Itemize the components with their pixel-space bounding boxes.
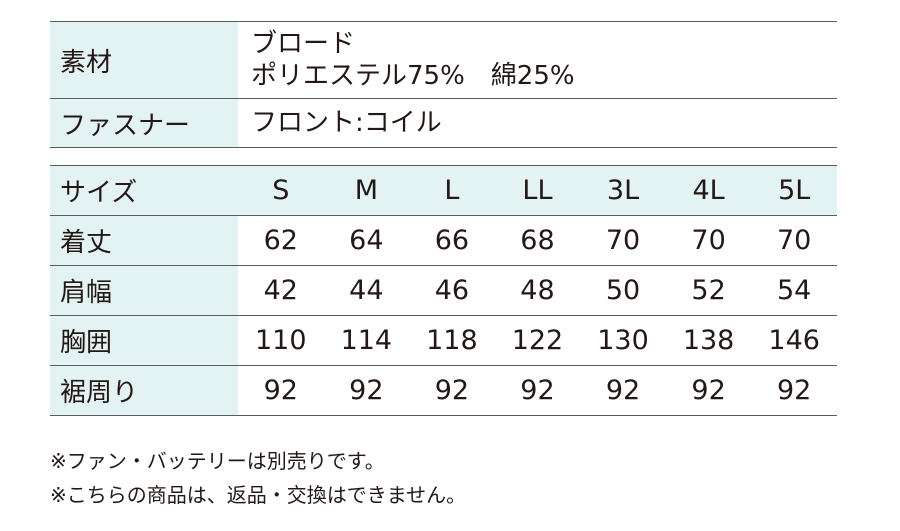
material-line: ポリエステル75% 綿25%: [251, 61, 575, 91]
size-header-cell: 3L: [580, 165, 666, 216]
note-line: ※ファン・バッテリーは別売りです。: [50, 449, 385, 473]
size-value-cell: 70: [665, 215, 752, 266]
size-value-cell: 46: [409, 265, 495, 316]
size-value-cell: 130: [580, 315, 666, 366]
size-value-cell: 92: [751, 365, 837, 416]
size-header-cell: LL: [494, 165, 581, 216]
size-value-cell: 92: [494, 365, 581, 416]
size-value-cell: 114: [323, 315, 410, 366]
material-label: 素材: [50, 21, 238, 99]
size-value-cell: 54: [751, 265, 837, 316]
size-header-cell: M: [323, 165, 410, 216]
size-value-cell: 110: [238, 315, 324, 366]
notes: ※ファン・バッテリーは別売りです。 ※こちらの商品は、返品・交換はできません。: [50, 444, 466, 512]
size-value-cell: 138: [665, 315, 752, 366]
size-value-cell: 62: [238, 215, 324, 266]
size-value-cell: 92: [580, 365, 666, 416]
size-row-chest: 胸囲 110 114 118 122 130 138 146: [50, 315, 837, 366]
row-label: 胸囲: [50, 315, 238, 366]
row-label: 裾周り: [50, 365, 238, 416]
size-value-cell: 44: [323, 265, 410, 316]
size-value-cell: 50: [580, 265, 666, 316]
size-value-cell: 70: [751, 215, 837, 266]
size-value-cell: 146: [751, 315, 837, 366]
size-chart-table: サイズ S M L LL 3L 4L 5L 着丈 62 64 66 68 70 …: [50, 165, 837, 416]
size-value-cell: 52: [665, 265, 752, 316]
size-header-cell: L: [409, 165, 495, 216]
size-value-cell: 122: [494, 315, 581, 366]
size-row-shoulder: 肩幅 42 44 46 48 50 52 54: [50, 265, 837, 316]
size-value-cell: 70: [580, 215, 666, 266]
size-value-cell: 92: [665, 365, 752, 416]
size-header-cell: S: [238, 165, 324, 216]
size-value-cell: 92: [238, 365, 324, 416]
size-value-cell: 92: [409, 365, 495, 416]
size-value-cell: 92: [323, 365, 410, 416]
material-value: ブロード ポリエステル75% 綿25%: [238, 21, 837, 99]
fastener-value: フロント:コイル: [238, 98, 837, 148]
size-value-cell: 118: [409, 315, 495, 366]
size-value-cell: 66: [409, 215, 495, 266]
size-value-cell: 68: [494, 215, 581, 266]
size-header-cell: 4L: [665, 165, 752, 216]
spec-row-material: 素材 ブロード ポリエステル75% 綿25%: [50, 21, 837, 99]
spec-table: 素材 ブロード ポリエステル75% 綿25% ファスナー フロント:コイル: [50, 21, 837, 148]
size-value-cell: 42: [238, 265, 324, 316]
size-value-cell: 48: [494, 265, 581, 316]
size-header-label: サイズ: [50, 165, 238, 216]
size-header-row: サイズ S M L LL 3L 4L 5L: [50, 165, 837, 216]
size-header-cell: 5L: [751, 165, 837, 216]
row-label: 着丈: [50, 215, 238, 266]
spec-row-fastener: ファスナー フロント:コイル: [50, 98, 837, 148]
size-row-length: 着丈 62 64 66 68 70 70 70: [50, 215, 837, 266]
note-line: ※こちらの商品は、返品・交換はできません。: [50, 483, 467, 507]
material-line: ブロード: [251, 29, 356, 59]
size-row-hem: 裾周り 92 92 92 92 92 92 92: [50, 365, 837, 416]
size-value-cell: 64: [323, 215, 410, 266]
fastener-label: ファスナー: [50, 98, 238, 148]
row-label: 肩幅: [50, 265, 238, 316]
